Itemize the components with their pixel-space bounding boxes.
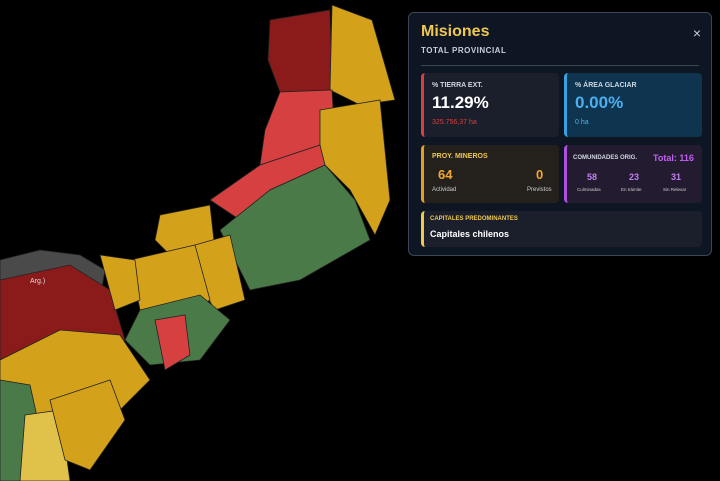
card-label: CAPITALES PREDOMINANTES [430,216,518,222]
card-land: % TIERRA EXT. 11.29% 325.756,37 ha [421,73,559,137]
card-label: % ÁREA GLACIAR [575,82,637,89]
card-value: 11.29% [432,93,489,112]
community-label: En trámite [621,187,642,192]
community-label: Culminadas [577,187,601,192]
capitals-value: Capitales chilenos [430,229,510,239]
panel-title: Misiones [421,23,490,40]
panel-subtitle: TOTAL PROVINCIAL [421,46,507,55]
mining-value: 0 [536,167,544,182]
card-detail: 0 ha [575,119,589,126]
card-communities: COMUNIDADES ORIG. Total: 116 58 Culminad… [564,145,702,203]
community-value: 23 [629,172,640,182]
card-value: 0.00% [575,93,624,112]
card-label: COMUNIDADES ORIG. [573,155,638,161]
card-glacier: % ÁREA GLACIAR 0.00% 0 ha [564,73,702,137]
card-label: PROY. MINEROS [432,153,488,160]
close-button[interactable]: × [692,25,701,41]
community-label: Sin Relevar [663,187,687,192]
mining-value: 64 [438,167,453,182]
mining-label: Actividad [432,187,457,193]
card-mining: PROY. MINEROS 64 Actividad 0 Previstos [421,145,559,203]
community-value: 58 [587,172,598,182]
divider [421,65,699,66]
info-panel: Misiones TOTAL PROVINCIAL × % TIERRA EXT… [408,12,712,256]
map-label: Arg.) [30,278,45,285]
card-label: % TIERRA EXT. [432,82,483,89]
card-detail: 325.756,37 ha [432,119,477,126]
mining-label: Previstos [527,187,552,193]
communities-total: Total: 116 [653,153,694,163]
community-value: 31 [671,172,682,182]
card-capitals: CAPITALES PREDOMINANTES Capitales chilen… [421,211,702,247]
